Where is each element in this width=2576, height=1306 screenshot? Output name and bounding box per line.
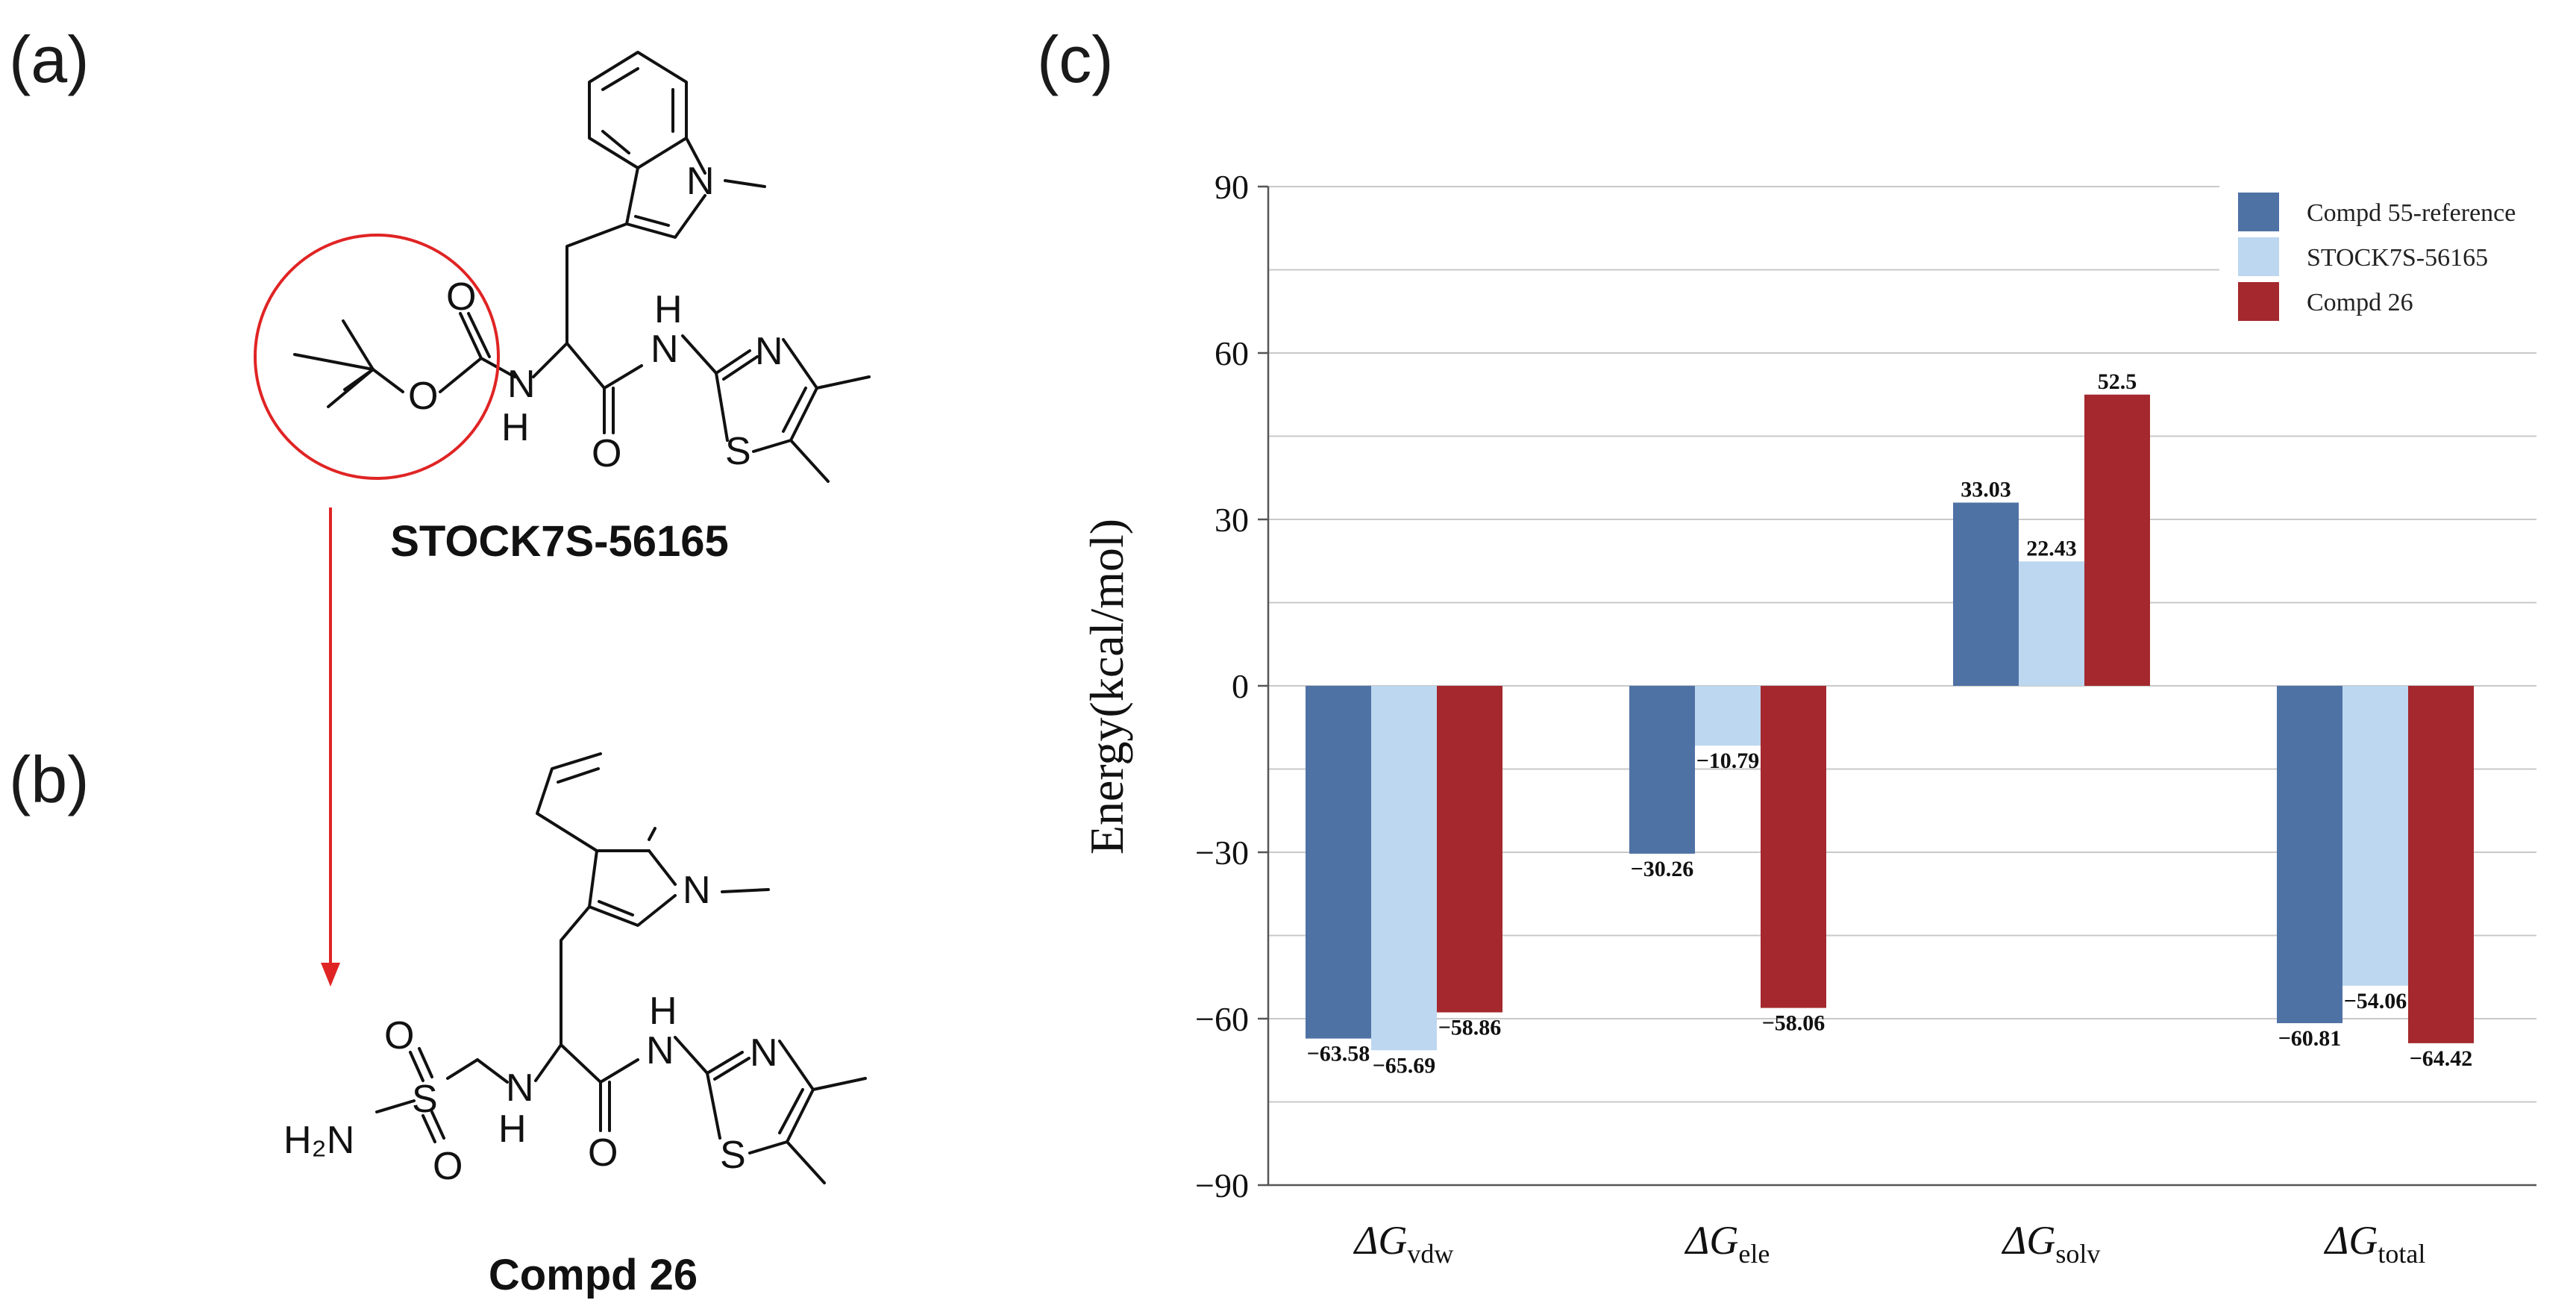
energy-bar-chart: −63.58 −65.69−58.86 −30.26 −10.79 −58.06 33.0… [1080, 168, 2536, 1269]
legend-label: Compd 55-reference [2307, 199, 2516, 227]
data-label: −64.42 [2410, 1046, 2473, 1071]
highlight-circle [254, 234, 500, 480]
y-tick-label: −60 [1195, 1000, 1249, 1038]
atom-nh2: H₂N [283, 1119, 354, 1162]
x-category-label: ΔGsolv [2002, 1218, 2101, 1269]
atom-n-amine: N [507, 363, 536, 406]
y-tick-label: 30 [1215, 501, 1249, 539]
compound-name-compd26: Compd 26 [489, 1251, 698, 1299]
bar [1953, 502, 2019, 686]
legend-swatch [2238, 282, 2279, 321]
bar [1371, 686, 1437, 1051]
atom-n-amide-b: N [646, 1029, 674, 1072]
y-axis-ticks: 90 60 30 0 −30 −60 −90 [1195, 168, 1268, 1205]
chart-legend: Compd 55-reference STOCK7S-56165 Compd 26 [2219, 185, 2536, 333]
atom-n-indole: N [686, 160, 715, 203]
data-label: −58.86 [1438, 1016, 1502, 1040]
data-label: −63.58 [1307, 1042, 1370, 1066]
chart-data-labels: −63.58 −65.69−58.86 −30.26 −10.79 −58.06 33.0… [1307, 369, 2473, 1078]
data-label: −65.69 [1373, 1053, 1436, 1078]
atom-h-amide-b: H [649, 990, 677, 1033]
data-label: −60.81 [2278, 1026, 2342, 1051]
data-label: 22.43 [2026, 536, 2077, 560]
atom-o-ester: O [408, 375, 438, 418]
atom-h-amine: H [501, 406, 530, 449]
atom-o-amide-b: O [588, 1131, 618, 1175]
y-axis-title: Energy(kcal/mol) [1080, 519, 1133, 854]
legend-swatch [2238, 237, 2279, 276]
data-label: −54.06 [2344, 989, 2407, 1013]
legend-label: STOCK7S-56165 [2307, 244, 2488, 272]
atom-s-sulfonyl: S [412, 1078, 438, 1121]
atom-h-amide: H [654, 288, 683, 331]
bar [2277, 686, 2342, 1024]
bar [2084, 394, 2150, 686]
bar [1695, 686, 1761, 746]
bar [2408, 686, 2474, 1043]
atom-n-amide: N [651, 328, 679, 371]
atom-h-amine-b: H [498, 1107, 527, 1151]
y-tick-label: 90 [1215, 168, 1249, 206]
atom-s-thiazole: S [725, 430, 751, 473]
modification-arrow [321, 507, 340, 987]
panel-label-b: (b) [9, 743, 90, 816]
bar [1306, 686, 1371, 1039]
data-label: −30.26 [1631, 857, 1694, 881]
compound-name-stock7s: STOCK7S-56165 [390, 517, 729, 566]
x-axis-categories: ΔGvdw ΔGele ΔGsolv ΔGtotal [1353, 1218, 2426, 1269]
atom-n-thiazole-b: N [750, 1031, 778, 1075]
atom-s-thiazole-b: S [720, 1134, 746, 1177]
atom-n-indole-b: N [683, 869, 711, 912]
x-category-label: ΔGtotal [2324, 1218, 2426, 1269]
data-label: 52.5 [2098, 369, 2137, 394]
panel-label-a: (a) [9, 22, 90, 96]
y-tick-label: 60 [1215, 334, 1249, 372]
bar [1629, 686, 1695, 854]
data-label: 33.03 [1961, 477, 2011, 502]
x-category-label: ΔGele [1685, 1218, 1770, 1269]
data-label: −58.06 [1762, 1011, 1826, 1036]
panel-label-c: (c) [1037, 22, 1114, 96]
atom-o-amide: O [592, 432, 621, 475]
bar [1761, 686, 1826, 1008]
data-label: −10.79 [1696, 749, 1760, 773]
structure-stock7s-56165: N O O N H O H N N S [254, 51, 871, 483]
atom-o-sulfonyl-top: O [384, 1014, 414, 1057]
y-tick-label: −90 [1195, 1166, 1249, 1205]
atom-n-amine-b: N [506, 1066, 534, 1110]
bar [2342, 686, 2408, 986]
atom-n-thiazole: N [755, 330, 783, 373]
atom-o-carbonyl: O [446, 275, 476, 319]
legend-swatch [2238, 193, 2279, 231]
legend-label: Compd 26 [2307, 289, 2413, 316]
atom-o-sulfonyl-bottom: O [433, 1145, 463, 1188]
y-tick-label: −30 [1195, 834, 1249, 872]
bar [1437, 686, 1502, 1013]
chart-bars [1306, 394, 2474, 1051]
x-category-label: ΔGvdw [1353, 1218, 1454, 1269]
bar [2019, 561, 2084, 686]
structure-compd-26: N O S O H₂N N H O H N N S [283, 752, 867, 1188]
y-tick-label: 0 [1232, 667, 1249, 705]
